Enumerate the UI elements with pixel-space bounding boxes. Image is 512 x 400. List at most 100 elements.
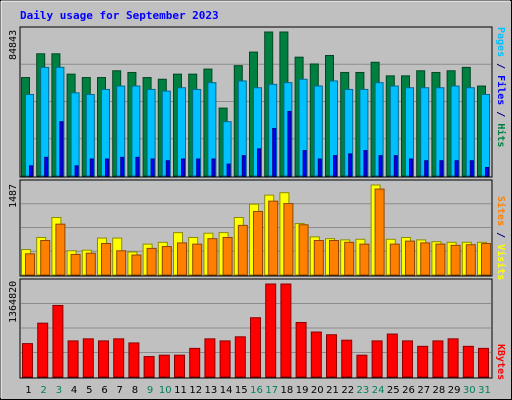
bar-kbytes-day-12 — [189, 347, 201, 378]
bar-pages-day-16 — [257, 148, 261, 177]
bar-sites-day-13 — [207, 238, 218, 276]
bar-kbytes-day-10 — [158, 354, 170, 378]
bar-sites-day-30 — [465, 244, 476, 276]
legend-part: / — [495, 226, 506, 244]
bar-kbytes-day-7 — [113, 338, 125, 378]
day-label: 11 — [174, 385, 187, 396]
bar-sites-day-15 — [237, 224, 248, 276]
day-label: 9 — [147, 385, 153, 396]
legend-part: Files — [495, 75, 507, 105]
bar-kbytes-day-2 — [37, 322, 49, 378]
bar-sites-day-25 — [389, 243, 400, 276]
bar-pages-day-27 — [424, 160, 429, 177]
bar-pages-day-5 — [89, 158, 94, 177]
bar-sites-day-23 — [359, 243, 370, 276]
bar-sites-day-29 — [450, 244, 461, 276]
bar-sites-day-6 — [101, 243, 111, 276]
bar-pages-day-7 — [120, 156, 125, 177]
bar-files-day-4 — [70, 92, 80, 177]
bar-sites-day-20 — [313, 240, 324, 276]
bar-sites-day-14 — [222, 236, 233, 276]
bar-pages-day-24 — [378, 155, 383, 177]
legend-part: Pages — [495, 27, 506, 57]
day-label: 23 — [357, 385, 370, 396]
day-label: 22 — [341, 385, 354, 396]
x-axis-day-labels: 1 2 3 4 5 6 7 8 9 10 11 12 13 14 15 16 17 18 19 20 21 22 23 24 2… — [25, 385, 491, 396]
day-label: 16 — [250, 385, 263, 396]
bar-pages-day-8 — [135, 156, 140, 177]
day-label: 21 — [326, 385, 339, 396]
bar-sites-day-24 — [374, 188, 385, 276]
bar-files-day-1 — [25, 94, 34, 177]
day-label: 29 — [448, 385, 461, 396]
day-label: 3 — [56, 385, 62, 396]
legend-part: Sites — [495, 196, 507, 226]
bar-sites-day-9 — [146, 247, 157, 276]
ymax-label-kbytes: 1364820 — [8, 281, 19, 323]
bar-kbytes-day-22 — [341, 339, 353, 378]
bar-pages-day-11 — [181, 158, 185, 177]
bar-pages-day-13 — [211, 158, 216, 177]
bar-kbytes-day-27 — [417, 345, 429, 378]
bar-pages-day-28 — [439, 160, 444, 177]
bar-kbytes-day-16 — [250, 317, 261, 378]
bar-kbytes-day-9 — [143, 356, 155, 378]
bar-sites-day-26 — [405, 240, 415, 276]
day-label: 20 — [311, 385, 324, 396]
legend-part: Visits — [495, 244, 507, 280]
day-label: 27 — [417, 385, 430, 396]
bar-files-day-31 — [481, 94, 490, 177]
bar-pages-day-22 — [348, 153, 353, 177]
day-label: 30 — [463, 385, 476, 396]
bar-sites-day-2 — [40, 240, 51, 276]
bar-kbytes-day-26 — [402, 340, 413, 378]
day-label: 15 — [235, 385, 248, 396]
bars-visits-sites — [21, 184, 491, 276]
bar-kbytes-day-30 — [462, 345, 474, 378]
bar-kbytes-day-20 — [310, 331, 322, 378]
bar-kbytes-day-24 — [371, 340, 383, 378]
day-label: 25 — [387, 385, 400, 396]
bar-sites-day-19 — [298, 224, 309, 276]
day-label: 1 — [25, 385, 31, 396]
bar-pages-day-18 — [287, 111, 292, 177]
day-label: 14 — [220, 385, 233, 396]
bar-pages-day-12 — [196, 158, 201, 177]
bar-sites-day-12 — [192, 243, 203, 276]
bar-pages-day-10 — [165, 160, 170, 177]
day-label: 2 — [41, 385, 47, 396]
day-label: 17 — [265, 385, 278, 396]
day-label: 7 — [117, 385, 123, 396]
bar-pages-day-30 — [469, 160, 474, 177]
bar-pages-day-3 — [59, 121, 64, 177]
day-label: 5 — [86, 385, 92, 396]
bar-sites-day-1 — [25, 253, 35, 276]
bar-pages-day-26 — [409, 158, 413, 177]
day-label: 28 — [433, 385, 446, 396]
bar-pages-day-20 — [317, 158, 322, 177]
bars-kbytes — [22, 283, 489, 378]
day-label: 26 — [402, 385, 415, 396]
bar-kbytes-day-17 — [265, 283, 277, 378]
day-label: 24 — [372, 385, 385, 396]
legend-part: Hits — [495, 123, 507, 147]
bar-kbytes-day-23 — [356, 354, 368, 378]
bar-sites-day-21 — [329, 240, 339, 276]
bar-sites-day-27 — [420, 242, 431, 276]
bar-kbytes-day-28 — [432, 340, 444, 378]
bar-kbytes-day-25 — [386, 333, 398, 378]
bar-sites-day-8 — [131, 254, 142, 276]
bar-kbytes-day-18 — [280, 283, 292, 378]
day-label: 6 — [101, 385, 107, 396]
bars-hits-files-pages — [21, 31, 490, 177]
bar-kbytes-day-13 — [204, 338, 216, 378]
legend-visits-sites: Sites / Visits — [495, 196, 507, 280]
bar-kbytes-day-14 — [219, 340, 231, 378]
bar-kbytes-day-31 — [478, 347, 489, 378]
legend-hits-files-pages: Pages / Files / Hits — [495, 27, 507, 147]
bar-kbytes-day-6 — [98, 340, 109, 378]
bar-sites-day-28 — [435, 243, 446, 276]
bar-kbytes-day-11 — [174, 354, 185, 378]
bar-pages-day-15 — [241, 155, 246, 177]
bar-kbytes-day-8 — [128, 342, 140, 378]
